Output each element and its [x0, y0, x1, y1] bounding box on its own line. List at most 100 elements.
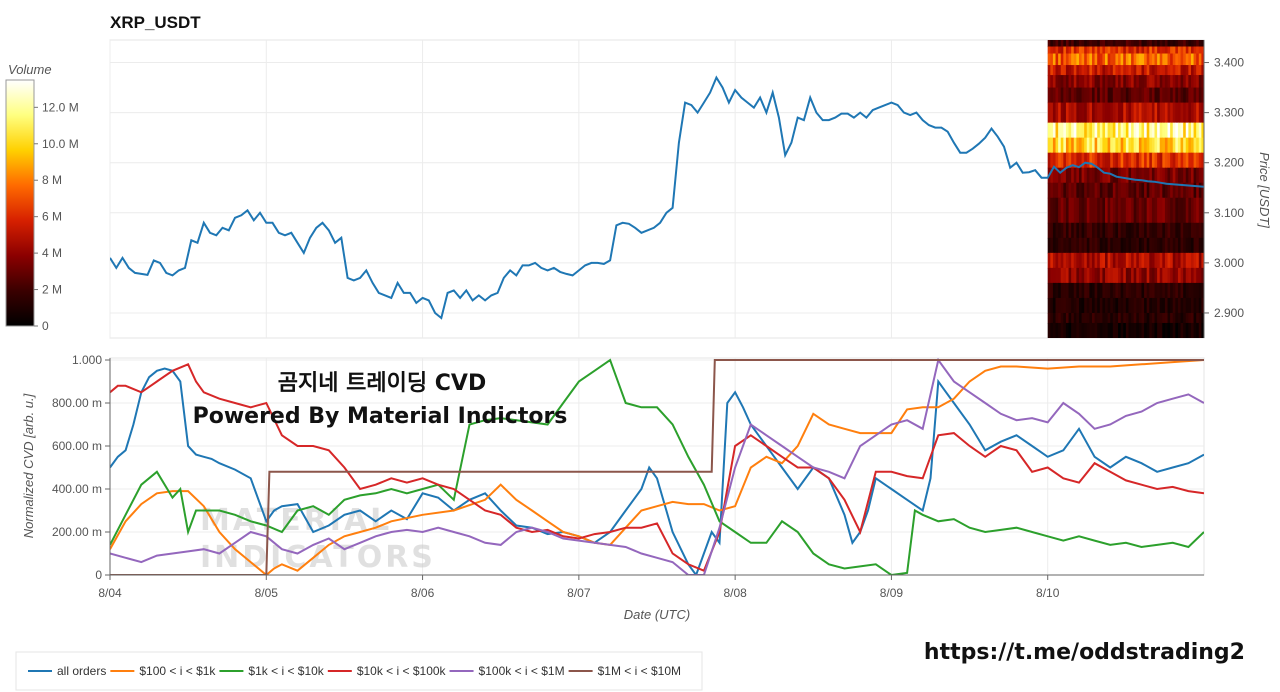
- heatmap-cell: [1068, 197, 1072, 224]
- heatmap-cell: [1094, 222, 1098, 239]
- heatmap-cell: [1159, 282, 1163, 299]
- heatmap-cell: [1125, 40, 1130, 48]
- heatmap-cell: [1180, 297, 1184, 314]
- heatmap-cell: [1162, 75, 1166, 89]
- heatmap-cell: [1097, 102, 1101, 124]
- heatmap-cell: [1105, 137, 1109, 154]
- heatmap-cell: [1157, 297, 1161, 314]
- heatmap-cell: [1094, 75, 1098, 89]
- heatmap-cell: [1136, 182, 1140, 199]
- heatmap-cell: [1047, 122, 1051, 139]
- heatmap-cell: [1167, 122, 1171, 139]
- heatmap-cell: [1198, 297, 1202, 314]
- heatmap-cell: [1167, 297, 1171, 314]
- heatmap-cell: [1170, 46, 1174, 55]
- heatmap-cell: [1149, 122, 1153, 139]
- heatmap-cell: [1151, 167, 1156, 184]
- heatmap-cell: [1190, 137, 1195, 154]
- heatmap-cell: [1120, 53, 1124, 66]
- heatmap-cell: [1138, 182, 1143, 199]
- heatmap-cell: [1112, 40, 1117, 48]
- heatmap-cell: [1133, 197, 1137, 224]
- heatmap-cell: [1144, 75, 1148, 89]
- heatmap-cell: [1164, 102, 1169, 124]
- heatmap-cell: [1071, 75, 1075, 89]
- heatmap-cell: [1076, 312, 1080, 324]
- heatmap-cell: [1097, 282, 1101, 299]
- heatmap-cell: [1164, 75, 1169, 89]
- heatmap-cell: [1089, 167, 1093, 184]
- heatmap-cell: [1193, 267, 1197, 284]
- heatmap-cell: [1157, 75, 1161, 89]
- heatmap-cell: [1196, 87, 1200, 104]
- heatmap-cell: [1172, 237, 1176, 254]
- heatmap-cell: [1071, 152, 1075, 169]
- heatmap-cell: [1131, 137, 1135, 154]
- heatmap-cell: [1170, 267, 1174, 284]
- heatmap-cell: [1133, 87, 1137, 104]
- heatmap-cell: [1131, 312, 1135, 324]
- heatmap-cell: [1115, 122, 1119, 139]
- heatmap-cell: [1076, 267, 1080, 284]
- heatmap-cell: [1201, 237, 1204, 254]
- heatmap-cell: [1128, 322, 1132, 338]
- heatmap-cell: [1185, 40, 1189, 48]
- heatmap-cell: [1089, 53, 1093, 66]
- heatmap-cell: [1060, 237, 1064, 254]
- heatmap-cell: [1076, 197, 1080, 224]
- heatmap-cell: [1086, 53, 1090, 66]
- heatmap-cell: [1112, 152, 1117, 169]
- heatmap-cell: [1151, 267, 1156, 284]
- heatmap-cell: [1170, 53, 1174, 66]
- heatmap-cell: [1188, 53, 1192, 66]
- heatmap-cell: [1081, 40, 1085, 48]
- heatmap-cell: [1188, 122, 1192, 139]
- heatmap-cell: [1125, 197, 1130, 224]
- heatmap-cell: [1128, 122, 1132, 139]
- heatmap-cell: [1188, 87, 1192, 104]
- heatmap-cell: [1065, 297, 1070, 314]
- heatmap-cell: [1149, 297, 1153, 314]
- heatmap-cell: [1073, 102, 1077, 124]
- heatmap-cell: [1159, 252, 1163, 269]
- heatmap-cell: [1118, 322, 1122, 338]
- heatmap-cell: [1151, 102, 1156, 124]
- heatmap-cell: [1099, 197, 1104, 224]
- heatmap-cell: [1050, 152, 1054, 169]
- heatmap-cell: [1110, 182, 1114, 199]
- heatmap-cell: [1071, 197, 1075, 224]
- heatmap-cell: [1068, 122, 1072, 139]
- heatmap-cell: [1154, 182, 1158, 199]
- heatmap-cell: [1133, 267, 1137, 284]
- heatmap-cell: [1071, 182, 1075, 199]
- heatmap-cell: [1112, 237, 1117, 254]
- heatmap-cell: [1089, 182, 1093, 199]
- heatmap-cell: [1094, 322, 1098, 338]
- heatmap-cell: [1089, 75, 1093, 89]
- heatmap-cell: [1094, 65, 1098, 76]
- heatmap-cell: [1107, 267, 1111, 284]
- heatmap-cell: [1164, 237, 1169, 254]
- heatmap-cell: [1055, 252, 1059, 269]
- heatmap-cell: [1167, 312, 1171, 324]
- heatmap-cell: [1099, 102, 1104, 124]
- heatmap-cell: [1060, 297, 1064, 314]
- heatmap-cell: [1094, 53, 1098, 66]
- heatmap-cell: [1188, 297, 1192, 314]
- heatmap-cell: [1081, 122, 1085, 139]
- heatmap-cell: [1188, 282, 1192, 299]
- heatmap-cell: [1175, 312, 1179, 324]
- heatmap-cell: [1198, 167, 1202, 184]
- heatmap-cell: [1128, 40, 1132, 48]
- heatmap-cell: [1131, 53, 1135, 66]
- telegram-link[interactable]: https://t.me/oddstrading2: [924, 640, 1245, 665]
- heatmap-cell: [1193, 75, 1197, 89]
- heatmap-cell: [1144, 322, 1148, 338]
- heatmap-cell: [1146, 75, 1150, 89]
- heatmap-cell: [1123, 152, 1127, 169]
- heatmap-cell: [1073, 46, 1077, 55]
- heatmap-cell: [1183, 65, 1187, 76]
- heatmap-cell: [1159, 152, 1163, 169]
- heatmap-cell: [1091, 167, 1096, 184]
- heatmap-cell: [1183, 282, 1187, 299]
